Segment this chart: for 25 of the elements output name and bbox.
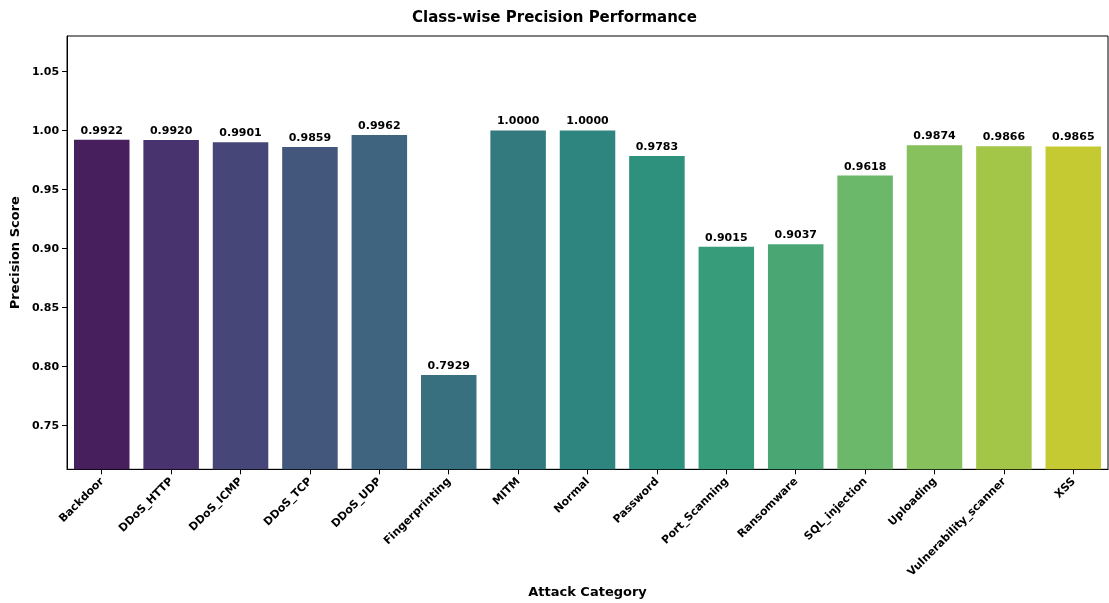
- y-tick-label: 0.75: [31, 419, 60, 433]
- data-label: 0.9865: [1052, 130, 1095, 144]
- data-label: 0.9859: [288, 131, 332, 145]
- data-label: 0.9866: [982, 130, 1026, 144]
- chart-title: Class-wise Precision Performance: [412, 7, 697, 26]
- x-axis-title: Attack Category: [528, 584, 648, 599]
- data-label: 0.9920: [149, 123, 193, 137]
- data-label: 0.9015: [705, 230, 748, 244]
- y-tick-label: 0.90: [31, 242, 60, 256]
- data-label: 0.9037: [774, 228, 817, 242]
- y-tick-label: 0.95: [31, 182, 60, 196]
- data-label: 0.9962: [358, 118, 401, 132]
- data-label: 1.0000: [496, 114, 540, 128]
- data-label: 1.0000: [566, 114, 610, 128]
- data-label: 0.9618: [843, 159, 887, 173]
- data-label: 0.7929: [427, 358, 470, 372]
- data-label: 0.9901: [219, 126, 262, 140]
- y-axis-title: Precision Score: [7, 195, 22, 310]
- y-tick-label: 0.80: [31, 360, 60, 374]
- data-label: 0.9874: [913, 129, 957, 143]
- data-label: 0.9922: [80, 123, 123, 137]
- y-tick-label: 0.85: [31, 301, 60, 315]
- y-tick-label: 1.00: [31, 123, 60, 137]
- y-tick-label: 1.05: [31, 64, 60, 78]
- data-label: 0.9783: [635, 140, 679, 154]
